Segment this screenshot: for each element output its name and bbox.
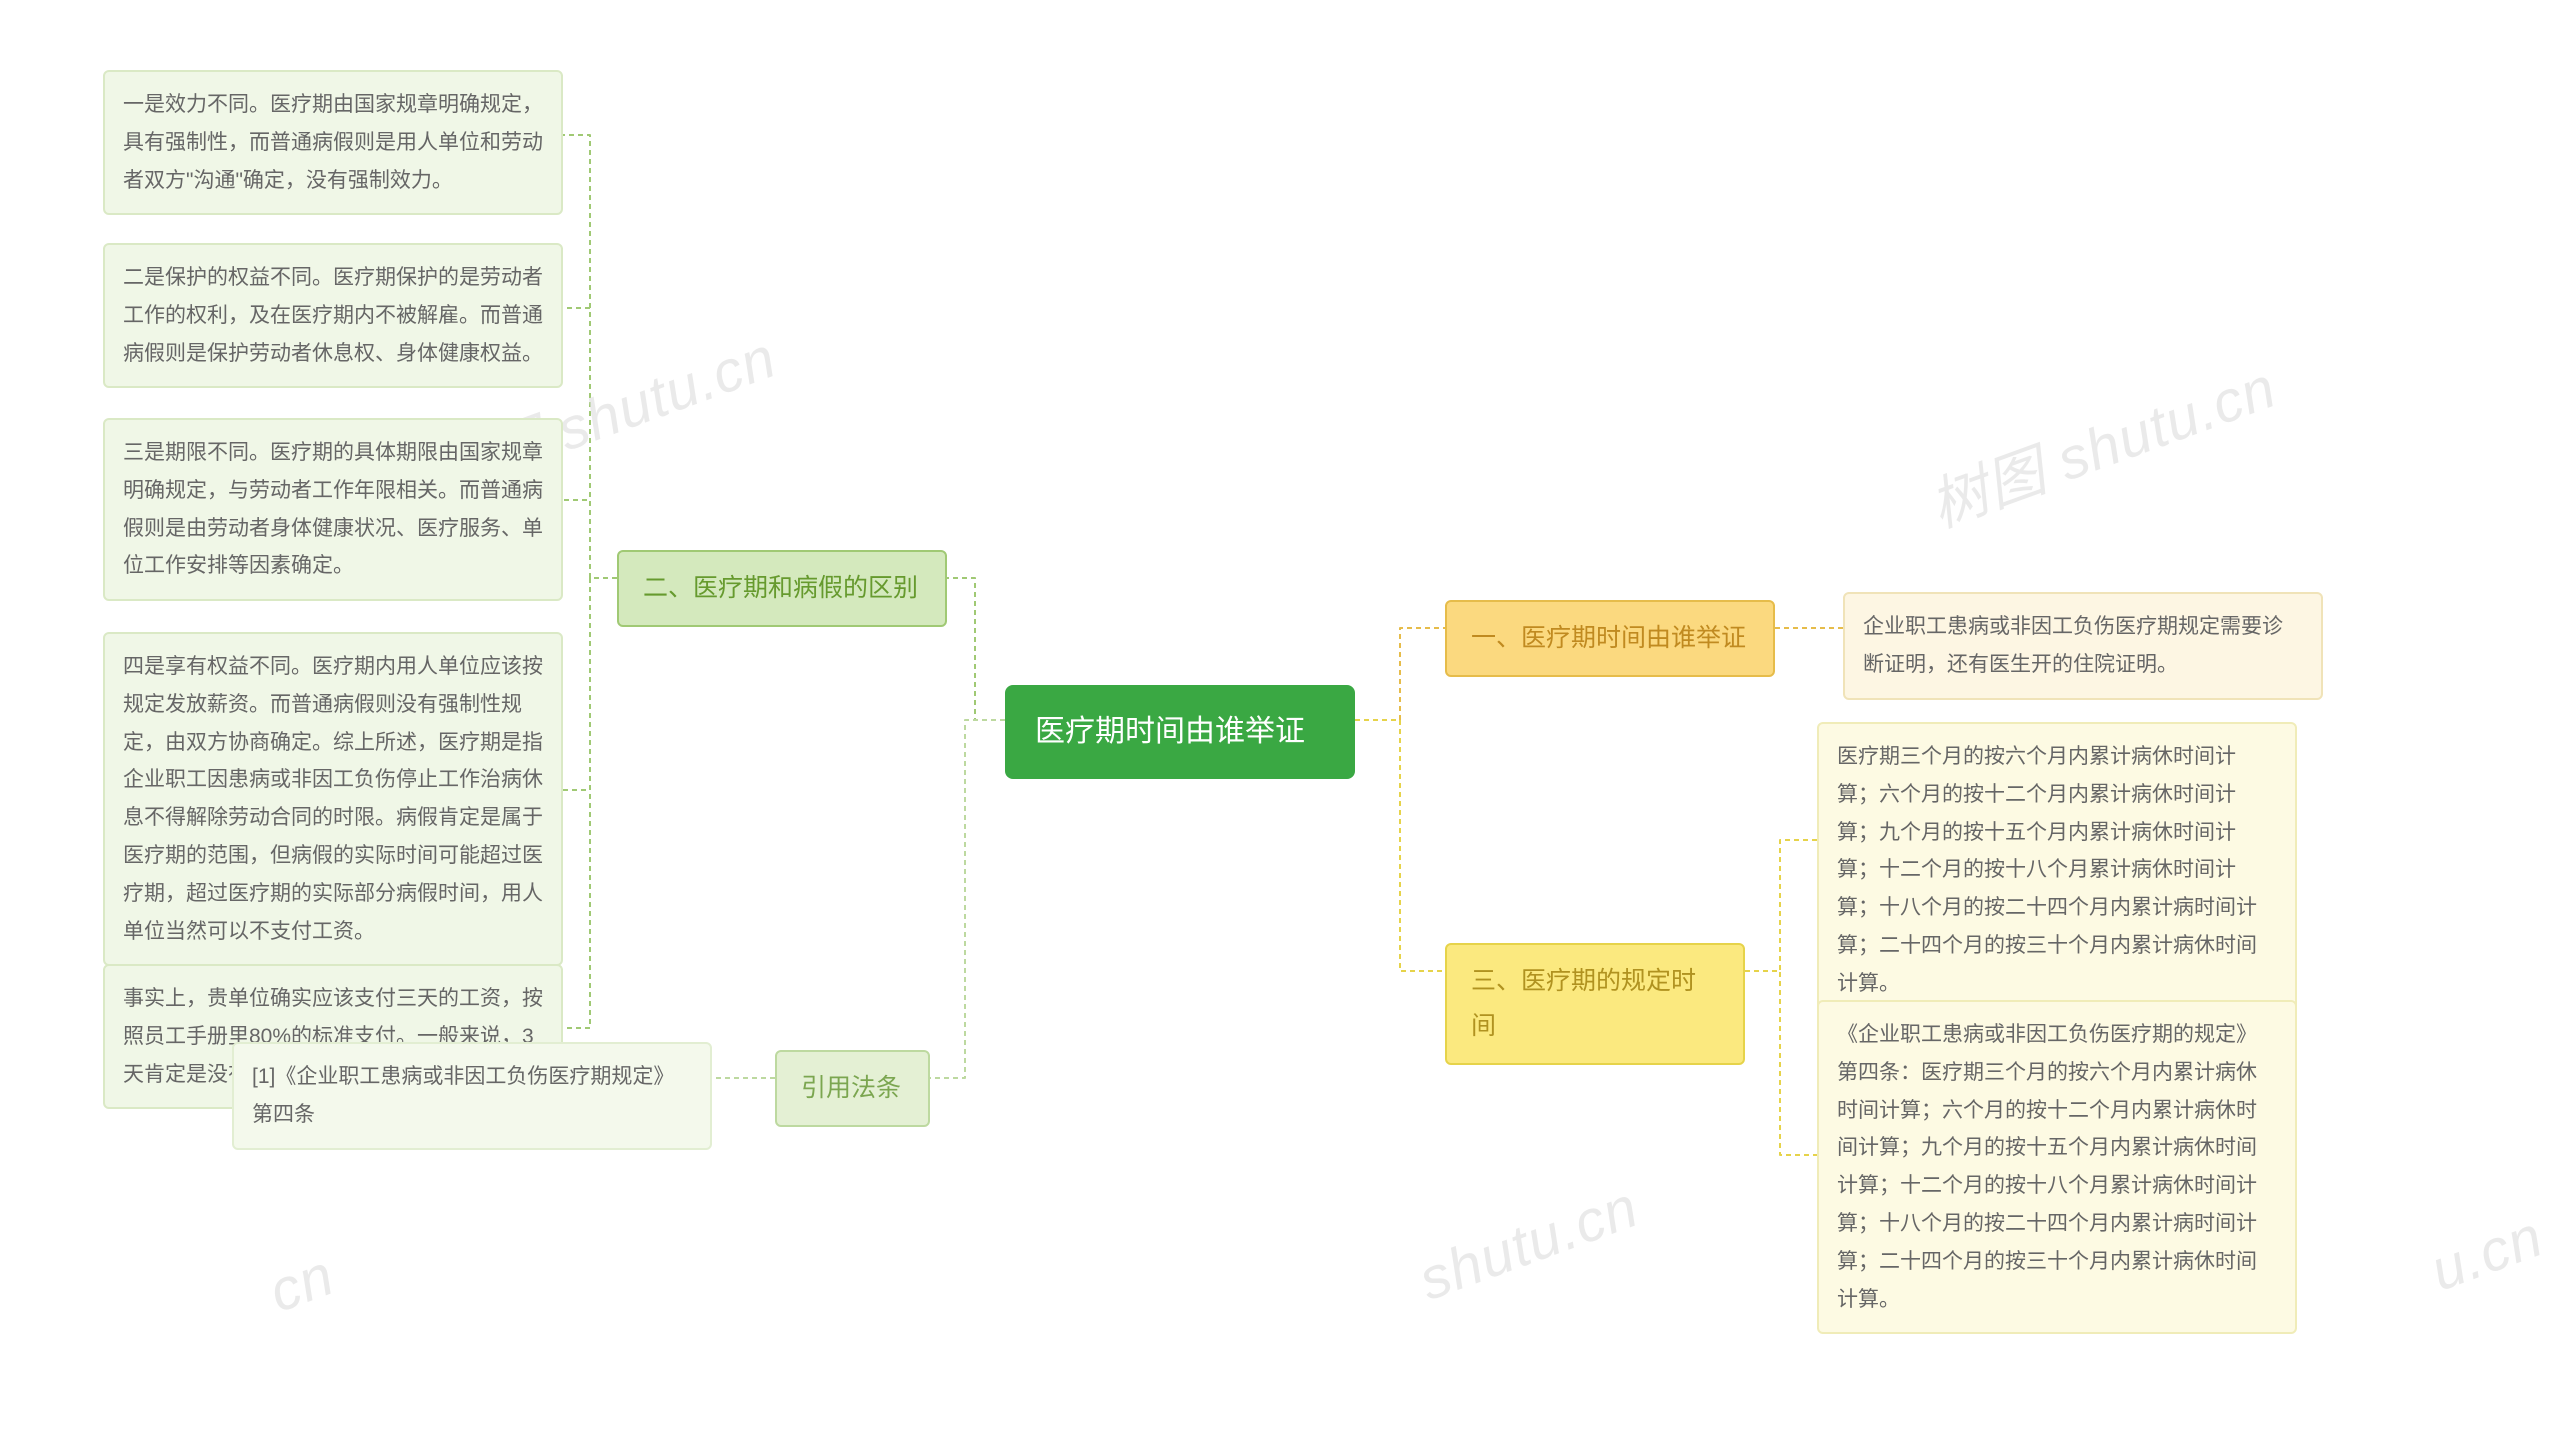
branch-3[interactable]: 三、医疗期的规定时间 [1445, 943, 1745, 1065]
root-node[interactable]: 医疗期时间由谁举证 [1005, 685, 1355, 779]
leaf-2c[interactable]: 三是期限不同。医疗期的具体期限由国家规章明确规定，与劳动者工作年限相关。而普通病… [103, 418, 563, 601]
leaf-3a[interactable]: 医疗期三个月的按六个月内累计病休时间计算；六个月的按十二个月内累计病休时间计算；… [1817, 722, 2297, 1019]
watermark: cn [260, 1241, 342, 1326]
branch-1[interactable]: 一、医疗期时间由谁举证 [1445, 600, 1775, 677]
watermark: 树图 shutu.cn [1917, 341, 2286, 544]
leaf-2a[interactable]: 一是效力不同。医疗期由国家规章明确规定，具有强制性，而普通病假则是用人单位和劳动… [103, 70, 563, 215]
watermark: u.cn [2422, 1203, 2552, 1305]
branch-2[interactable]: 二、医疗期和病假的区别 [617, 550, 947, 627]
branch-4[interactable]: 引用法条 [775, 1050, 930, 1127]
leaf-4[interactable]: [1]《企业职工患病或非因工负伤医疗期规定》 第四条 [232, 1042, 712, 1150]
leaf-2d[interactable]: 四是享有权益不同。医疗期内用人单位应该按规定发放薪资。而普通病假则没有强制性规定… [103, 632, 563, 966]
watermark: shutu.cn [1410, 1173, 1646, 1314]
leaf-1[interactable]: 企业职工患病或非因工负伤医疗期规定需要诊断证明，还有医生开的住院证明。 [1843, 592, 2323, 700]
leaf-2b[interactable]: 二是保护的权益不同。医疗期保护的是劳动者工作的权利，及在医疗期内不被解雇。而普通… [103, 243, 563, 388]
leaf-3b[interactable]: 《企业职工患病或非因工负伤医疗期的规定》第四条：医疗期三个月的按六个月内累计病休… [1817, 1000, 2297, 1334]
